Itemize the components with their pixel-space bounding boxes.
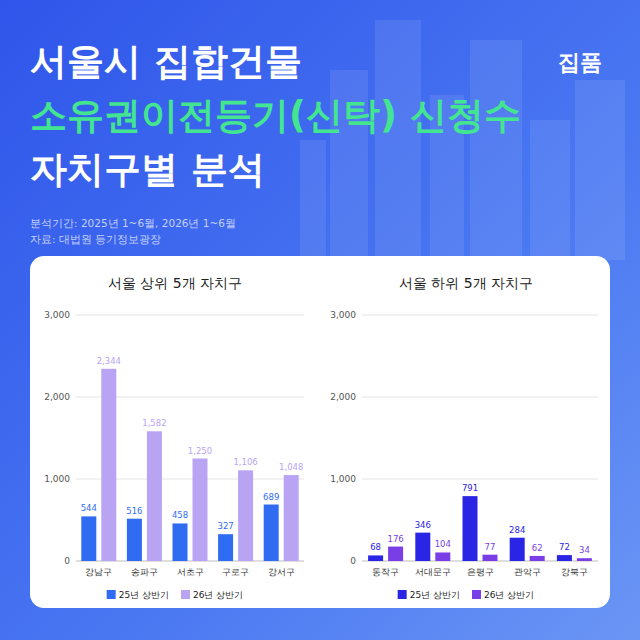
category-label: 강북구 xyxy=(561,567,588,577)
bar xyxy=(127,519,142,561)
bar xyxy=(463,496,478,561)
data-label: 284 xyxy=(509,525,525,535)
bar xyxy=(510,538,525,561)
building xyxy=(530,120,570,260)
legend: 25년 상반기 26년 상반기 xyxy=(398,590,535,600)
bars xyxy=(368,496,592,561)
bar xyxy=(415,533,430,561)
chart-panel: 서울 하위 5개 자치구 0 1,000 2,000 3,000 동작구 68 176 서대문구… xyxy=(330,275,598,600)
data-label: 544 xyxy=(81,503,97,513)
tick-label: 1,000 xyxy=(44,474,70,484)
tick-label: 0 xyxy=(64,556,70,566)
data-label: 176 xyxy=(387,534,403,544)
bar xyxy=(388,547,403,561)
title-line: 자치구별 분석 xyxy=(30,148,265,191)
bar xyxy=(577,558,592,561)
bar xyxy=(264,505,279,561)
legend-label: 25년 상반기 xyxy=(410,590,460,600)
grid-line xyxy=(362,315,598,316)
bar xyxy=(483,555,498,561)
category-label: 관악구 xyxy=(514,567,541,577)
bar xyxy=(530,556,545,561)
bar xyxy=(81,516,96,561)
data-label: 327 xyxy=(217,521,233,531)
bar xyxy=(557,555,572,561)
grid-line xyxy=(362,397,598,398)
data-label: 346 xyxy=(415,520,431,530)
page: 서울시 집합건물소유권이전등기(신탁) 신청수자치구별 분석 집품분석기간: 20… xyxy=(0,0,640,640)
data-label: 1,048 xyxy=(279,462,303,472)
chart-panel: 서울 상위 5개 자치구 0 1,000 2,000 3,000 강남구 544 2,344 송… xyxy=(44,275,304,600)
legend-swatch xyxy=(181,590,190,599)
panel-title: 서울 하위 5개 자치구 xyxy=(399,275,533,291)
building xyxy=(470,40,522,260)
data-label: 1,582 xyxy=(142,418,166,428)
data-label: 72 xyxy=(559,542,570,552)
category-label: 송파구 xyxy=(131,567,158,577)
data-label: 62 xyxy=(532,543,543,553)
data-label: 791 xyxy=(462,483,478,493)
legend-label: 25년 상반기 xyxy=(119,590,169,600)
period-note: 분석기간: 2025년 1~6월, 2026년 1~6월 xyxy=(30,217,236,229)
bar xyxy=(147,431,162,561)
data-label: 689 xyxy=(263,492,279,502)
category-label: 강남구 xyxy=(85,567,112,577)
legend: 25년 상반기 26년 상반기 xyxy=(107,590,244,600)
category-label: 은평구 xyxy=(467,567,494,577)
category-label: 동작구 xyxy=(372,567,399,577)
category-label: 강서구 xyxy=(268,567,295,577)
data-label: 458 xyxy=(172,510,188,520)
category-label: 구로구 xyxy=(222,567,249,577)
category-label: 서초구 xyxy=(177,567,204,577)
legend-swatch xyxy=(107,590,116,599)
data-label: 104 xyxy=(435,539,451,549)
legend-label: 26년 상반기 xyxy=(193,590,243,600)
bar xyxy=(101,369,116,561)
tick-label: 3,000 xyxy=(44,310,70,320)
data-label: 34 xyxy=(579,545,590,555)
grid-line xyxy=(362,479,598,480)
tick-label: 2,000 xyxy=(44,392,70,402)
data-label: 1,106 xyxy=(233,457,257,467)
legend-swatch xyxy=(398,590,407,599)
tick-label: 3,000 xyxy=(330,310,356,320)
card xyxy=(30,256,610,608)
tick-label: 0 xyxy=(350,556,356,566)
title-line: 소유권이전등기(신탁) 신청수 xyxy=(30,94,521,137)
source-note: 자료: 대법원 등기정보광장 xyxy=(30,233,161,245)
panel-title: 서울 상위 5개 자치구 xyxy=(108,275,242,291)
grid-line xyxy=(76,315,304,316)
bar xyxy=(368,555,383,561)
data-label: 68 xyxy=(370,542,381,552)
tick-label: 1,000 xyxy=(330,474,356,484)
tick-label: 2,000 xyxy=(330,392,356,402)
bar xyxy=(284,475,299,561)
category-label: 서대문구 xyxy=(415,567,451,577)
bar xyxy=(238,470,253,561)
background xyxy=(0,0,640,640)
bars xyxy=(81,369,298,561)
bar xyxy=(173,523,188,561)
logo: 집품 xyxy=(558,50,602,75)
title-line: 서울시 집합건물 xyxy=(30,40,302,83)
legend-swatch xyxy=(472,590,481,599)
data-label: 516 xyxy=(126,506,142,516)
building xyxy=(300,140,326,260)
data-label: 1,250 xyxy=(188,446,212,456)
data-label: 2,344 xyxy=(97,356,121,366)
building xyxy=(575,80,625,260)
bar xyxy=(218,534,233,561)
bar xyxy=(435,552,450,561)
data-label: 77 xyxy=(485,542,496,552)
bar xyxy=(193,459,208,562)
legend-label: 26년 상반기 xyxy=(484,590,534,600)
building xyxy=(375,20,421,260)
